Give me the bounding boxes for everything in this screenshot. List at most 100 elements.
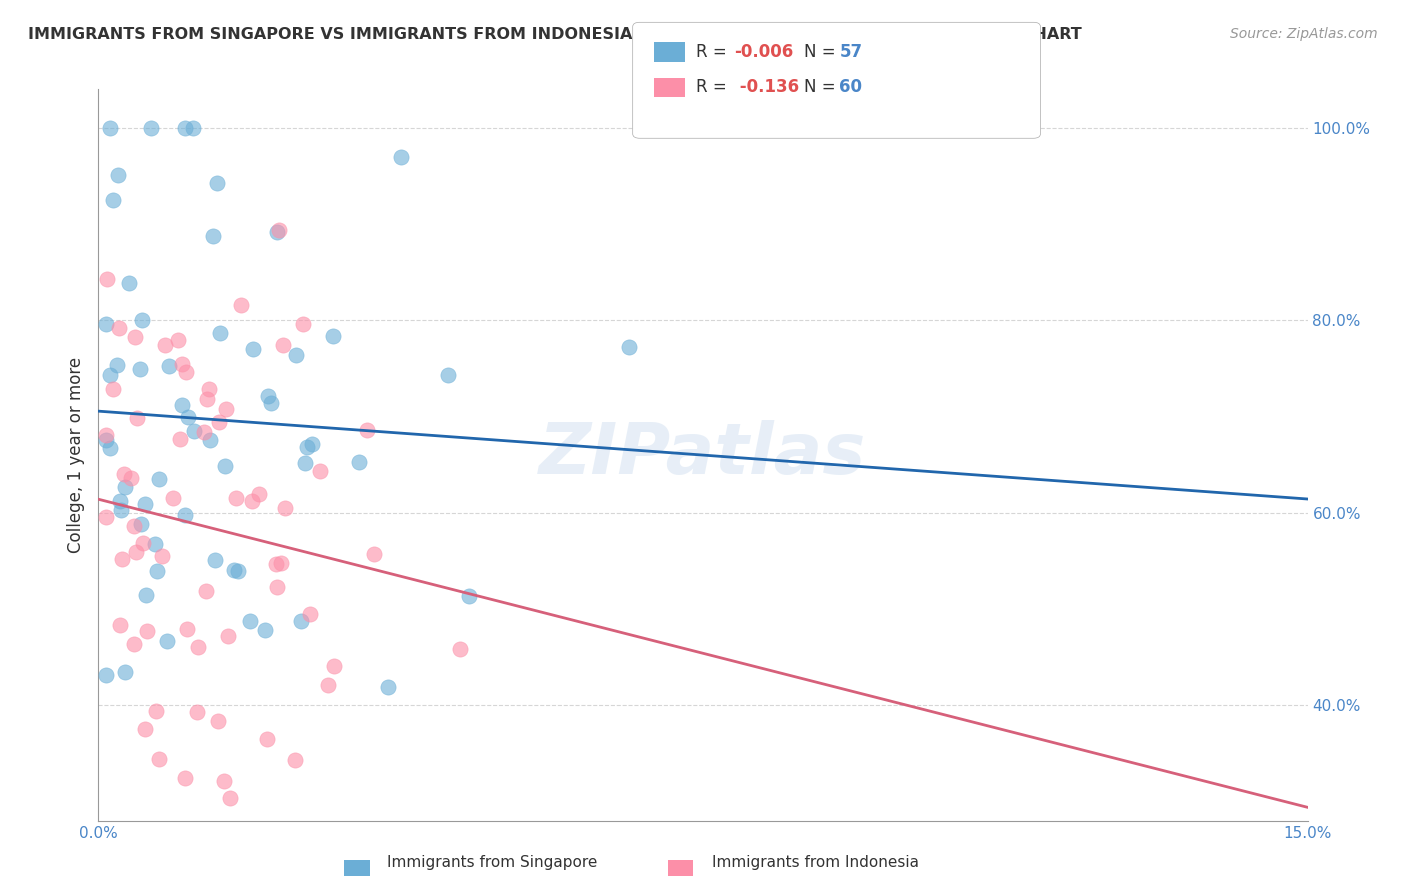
Point <box>208 415 231 429</box>
Text: 60: 60 <box>839 78 862 96</box>
Point <box>131 313 153 327</box>
Point <box>96 272 118 286</box>
Point <box>135 588 157 602</box>
Text: ZIPatlas: ZIPatlas <box>540 420 866 490</box>
Point <box>98 441 121 455</box>
Point <box>129 516 152 531</box>
Point <box>114 467 136 482</box>
Point <box>186 705 208 719</box>
Point <box>181 120 204 135</box>
Point <box>114 665 136 680</box>
Point <box>143 537 166 551</box>
Point <box>96 434 118 448</box>
Point <box>247 486 270 500</box>
Point <box>173 771 195 785</box>
Text: 57: 57 <box>839 43 862 61</box>
Point <box>125 411 148 425</box>
Point <box>135 624 157 638</box>
Point <box>134 497 156 511</box>
Point <box>207 176 229 190</box>
Point <box>292 317 315 331</box>
Point <box>449 642 471 657</box>
Point <box>217 628 239 642</box>
Text: N =: N = <box>804 78 841 96</box>
Point <box>266 580 288 594</box>
Point <box>125 545 148 559</box>
Text: Immigrants from Indonesia: Immigrants from Indonesia <box>711 855 920 870</box>
Point <box>208 326 231 340</box>
Point <box>619 340 641 354</box>
Point <box>169 432 191 446</box>
Point <box>132 536 155 550</box>
Point <box>174 508 197 522</box>
Point <box>271 338 294 352</box>
Point <box>107 168 129 182</box>
Point <box>436 368 458 382</box>
Text: -0.006: -0.006 <box>734 43 793 61</box>
Point <box>194 583 217 598</box>
Point <box>150 549 173 564</box>
Text: Immigrants from Singapore: Immigrants from Singapore <box>387 855 598 870</box>
Point <box>207 714 229 728</box>
Point <box>110 503 132 517</box>
Point <box>267 223 290 237</box>
Point <box>139 120 162 135</box>
Point <box>257 389 280 403</box>
Point <box>225 491 247 506</box>
Point <box>98 120 121 135</box>
Point <box>377 680 399 694</box>
Text: R =: R = <box>696 78 733 96</box>
Point <box>295 440 318 454</box>
Point <box>202 228 225 243</box>
Point <box>174 120 197 135</box>
Point <box>219 791 242 805</box>
Point <box>124 637 146 651</box>
Point <box>240 493 263 508</box>
Point <box>170 357 193 371</box>
Point <box>229 298 252 312</box>
Point <box>148 472 170 486</box>
Point <box>226 564 249 578</box>
Point <box>170 398 193 412</box>
Point <box>242 342 264 356</box>
Point <box>347 455 370 469</box>
Point <box>187 640 209 654</box>
Text: N =: N = <box>804 43 841 61</box>
Point <box>101 193 124 207</box>
Point <box>96 510 118 524</box>
Point <box>155 338 177 352</box>
Point <box>146 565 169 579</box>
Point <box>323 659 346 673</box>
Point <box>239 614 262 628</box>
Point <box>134 722 156 736</box>
Point <box>197 382 219 396</box>
Point <box>174 366 197 380</box>
Point <box>214 458 236 473</box>
Point <box>96 317 118 331</box>
Point <box>285 348 308 362</box>
Point <box>183 424 205 438</box>
Point <box>222 562 245 576</box>
Y-axis label: College, 1 year or more: College, 1 year or more <box>66 357 84 553</box>
Point <box>124 329 146 343</box>
Point <box>212 773 235 788</box>
Point <box>193 425 215 439</box>
Point <box>204 553 226 567</box>
Point <box>157 359 180 373</box>
Point <box>148 752 170 766</box>
Point <box>284 753 307 767</box>
Point <box>198 433 221 447</box>
Point <box>176 409 198 424</box>
Point <box>264 557 287 571</box>
Point <box>363 547 385 561</box>
Point <box>156 634 179 648</box>
Point <box>214 402 236 417</box>
Point <box>110 494 132 508</box>
Point <box>270 556 292 570</box>
Point <box>266 225 288 239</box>
Point <box>301 437 323 451</box>
Point <box>256 732 278 747</box>
Text: R =: R = <box>696 43 733 61</box>
Point <box>121 471 143 485</box>
Text: -0.136: -0.136 <box>734 78 799 96</box>
